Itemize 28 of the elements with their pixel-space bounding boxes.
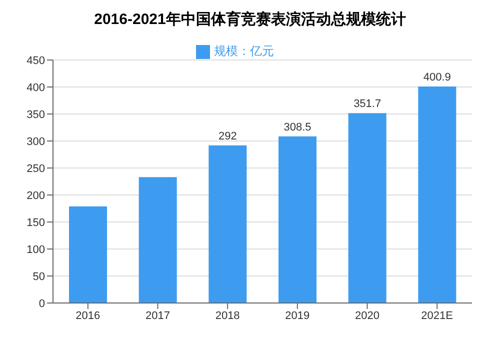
y-tick-label: 100: [26, 244, 45, 256]
x-tick-label: 2016: [76, 310, 100, 322]
bar: [278, 136, 316, 303]
x-tick-label: 2021E: [421, 310, 453, 322]
x-tick-label: 2019: [285, 310, 310, 322]
y-tick-label: 0: [38, 298, 45, 310]
y-tick-label: 400: [26, 82, 45, 94]
y-tick-label: 450: [26, 54, 45, 67]
x-tick-label: 2017: [146, 310, 170, 322]
bar: [69, 206, 107, 303]
x-tick-label: 2020: [355, 310, 380, 322]
y-tick-label: 300: [26, 136, 45, 148]
y-tick-label: 200: [26, 190, 45, 202]
bar: [208, 145, 247, 303]
bar: [138, 177, 177, 303]
x-tick-label: 2018: [215, 310, 240, 322]
bar: [348, 113, 386, 303]
data-label: 351.7: [354, 98, 382, 110]
legend-label: 规模：亿元: [214, 44, 274, 58]
chart-title: 2016-2021年中国体育竞赛表演活动总规模统计: [93, 10, 407, 29]
y-tick-label: 350: [26, 108, 45, 121]
data-label: 400.9: [423, 72, 451, 84]
y-tick-label: 150: [26, 216, 45, 229]
data-label: 292: [218, 130, 237, 142]
y-tick-label: 50: [32, 270, 45, 283]
bar: [418, 86, 456, 303]
data-label: 308.5: [284, 121, 312, 134]
y-tick-label: 250: [26, 162, 45, 175]
